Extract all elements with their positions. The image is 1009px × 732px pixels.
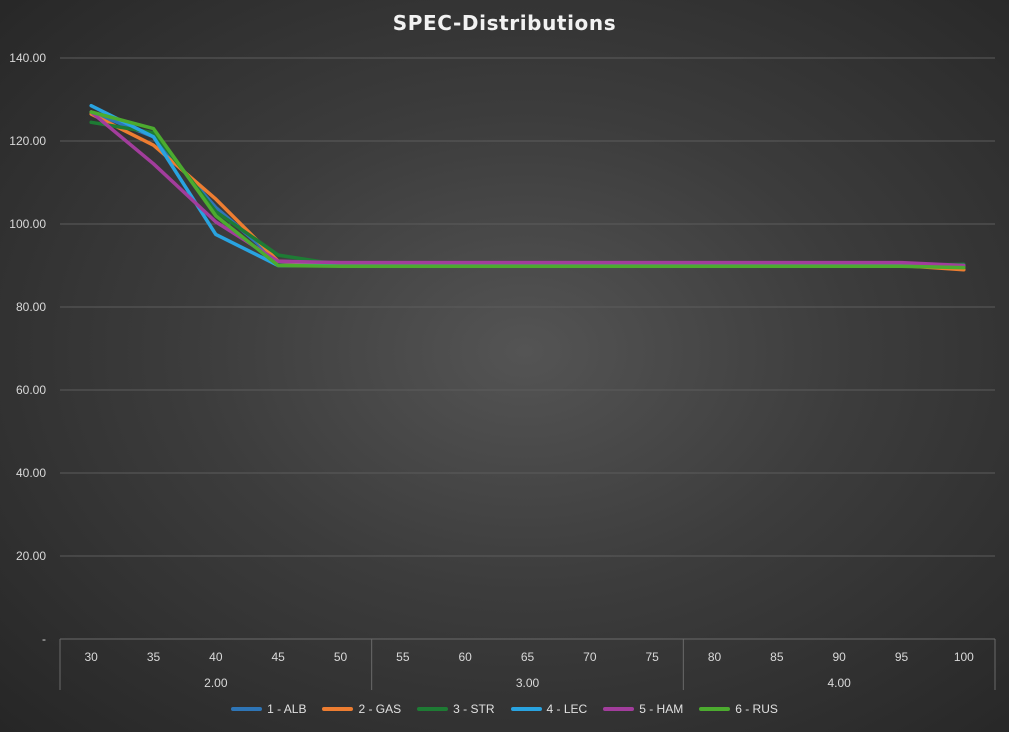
legend-item[interactable]: 6 - RUS xyxy=(699,702,778,716)
x-tick-label: 60 xyxy=(458,650,472,664)
x-tick-label: 75 xyxy=(645,650,659,664)
x-tick-label: 30 xyxy=(84,650,98,664)
y-tick-label: 80.00 xyxy=(16,300,46,314)
x-tick-label: 45 xyxy=(271,650,285,664)
legend-swatch xyxy=(231,707,263,711)
x-group-label: 2.00 xyxy=(204,676,228,690)
x-tick-label: 40 xyxy=(209,650,223,664)
y-tick-label: 140.00 xyxy=(9,51,46,65)
series-line xyxy=(89,120,966,268)
legend-swatch xyxy=(417,707,449,711)
chart-legend: 1 - ALB 2 - GAS 3 - STR 4 - LEC 5 - HAM 6 - R… xyxy=(0,702,1009,716)
x-tick-label: 50 xyxy=(334,650,348,664)
x-tick-label: 90 xyxy=(832,650,846,664)
legend-label: 2 - GAS xyxy=(358,702,402,716)
legend-item[interactable]: 4 - LEC xyxy=(510,702,588,716)
series-line xyxy=(89,112,966,272)
series-line xyxy=(89,110,966,268)
legend-swatch xyxy=(510,707,542,711)
legend-label: 4 - LEC xyxy=(546,702,588,716)
chart-title: SPEC-Distributions xyxy=(392,11,617,35)
legend-swatch xyxy=(699,707,731,711)
legend-label: 5 - HAM xyxy=(639,702,684,716)
legend-label: 3 - STR xyxy=(453,702,495,716)
legend-item[interactable]: 3 - STR xyxy=(417,702,495,716)
y-tick-label: 100.00 xyxy=(9,217,46,231)
y-tick-label: 20.00 xyxy=(16,549,46,563)
legend-item[interactable]: 1 - ALB xyxy=(231,702,306,716)
chart-plot-area: - 20.00 40.00 60.00 80.00 100.00 120.00 140.00 2… xyxy=(9,51,996,690)
x-tick-label: 95 xyxy=(895,650,909,664)
y-tick-label: 120.00 xyxy=(9,134,46,148)
y-tick-label: 60.00 xyxy=(16,383,46,397)
series-line xyxy=(89,110,966,270)
x-tick-label: 65 xyxy=(521,650,535,664)
legend-swatch xyxy=(603,707,635,711)
y-tick-label: 40.00 xyxy=(16,466,46,480)
legend-swatch xyxy=(322,707,354,711)
legend-label: 6 - RUS xyxy=(735,702,778,716)
legend-item[interactable]: 5 - HAM xyxy=(603,702,683,716)
y-tick-label: - xyxy=(42,632,46,646)
x-group-label: 4.00 xyxy=(827,676,851,690)
x-tick-label: 100 xyxy=(954,650,974,664)
x-tick-label: 70 xyxy=(583,650,597,664)
series-line xyxy=(89,110,966,268)
x-tick-label: 85 xyxy=(770,650,784,664)
x-tick-label: 80 xyxy=(708,650,722,664)
x-group-label: 3.00 xyxy=(516,676,540,690)
legend-label: 1 - ALB xyxy=(267,702,307,716)
x-tick-label: 35 xyxy=(147,650,161,664)
legend-item[interactable]: 2 - GAS xyxy=(322,702,401,716)
series-line xyxy=(89,103,966,268)
x-tick-label: 55 xyxy=(396,650,410,664)
